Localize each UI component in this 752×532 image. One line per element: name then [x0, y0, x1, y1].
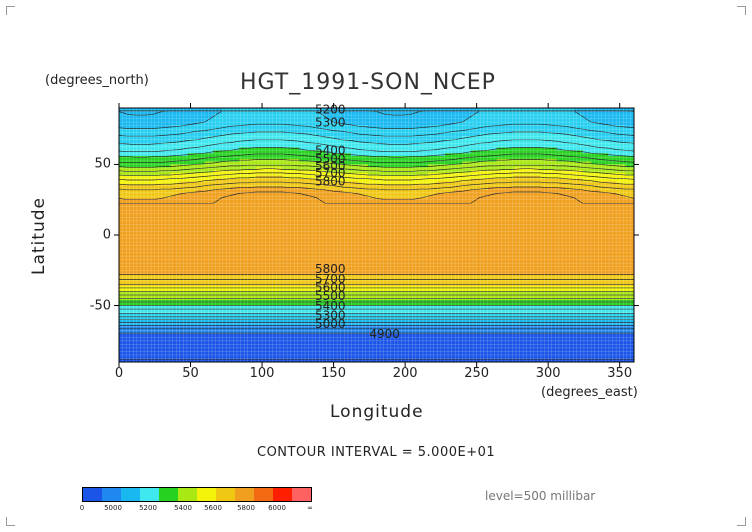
colorbar-swatch: [83, 488, 102, 501]
contour-label: 5300: [315, 309, 346, 323]
contour-interval-text: CONTOUR INTERVAL = 5.000E+01: [257, 445, 496, 460]
contour-label: 5000: [315, 317, 346, 331]
y-axis-unit: (degrees_north): [45, 73, 149, 88]
colorbar-swatch: [140, 488, 159, 501]
contour-line: [119, 164, 634, 172]
x-tick-label: 300: [535, 366, 561, 381]
x-tick-label: 250: [464, 366, 490, 381]
contour-line: [119, 181, 634, 191]
contour-line: [119, 168, 634, 177]
contour-line: [119, 176, 634, 186]
colorbar-label: 5000: [104, 504, 122, 512]
colorbar-swatch: [102, 488, 121, 501]
x-tick-label: 350: [607, 366, 633, 381]
contour-line: [119, 147, 634, 158]
colorbar-swatch: [292, 488, 311, 501]
colorbar-label: ∞: [307, 504, 313, 512]
contour-label: 5700: [315, 166, 346, 180]
colorbar-swatch: [254, 488, 273, 501]
colorbar-label: 5600: [204, 504, 222, 512]
corner-mark: [6, 6, 15, 15]
x-tick-label: 200: [392, 366, 418, 381]
contour-label: 5500: [315, 289, 346, 303]
field-cells: [119, 108, 634, 362]
colorbar-swatch: [216, 488, 235, 501]
contour-label: 5400: [315, 299, 346, 313]
colorbar-label: 5200: [139, 504, 157, 512]
contour-line: [119, 131, 634, 146]
contour-label: 4900: [369, 327, 400, 341]
contour-line: [119, 159, 634, 168]
contour-line: [119, 191, 634, 204]
colorbar-label: 0: [79, 504, 85, 512]
colorbar: [82, 487, 312, 502]
x-tick-label: 0: [114, 366, 124, 381]
x-tick-label: 150: [321, 366, 346, 381]
contour-label: 5600: [315, 159, 346, 173]
contour-label: 5700: [315, 272, 346, 286]
contour-lines: [119, 110, 634, 360]
contour-line: [119, 123, 634, 137]
colorbar-swatch: [235, 488, 254, 501]
x-tick-label: 50: [182, 366, 199, 381]
colorbar-swatch: [159, 488, 178, 501]
contour-line: [119, 186, 634, 201]
contour-label: 5200: [315, 103, 346, 117]
colorbar-label: 6000: [268, 504, 286, 512]
level-text: level=500 millibar: [485, 489, 596, 503]
chart-title: HGT_1991-SON_NCEP: [240, 70, 496, 95]
x-tick-label: 100: [249, 366, 275, 381]
colorbar-swatch: [178, 488, 197, 501]
colorbar-label: 5400: [174, 504, 192, 512]
y-tick-label: 50: [94, 156, 111, 172]
y-tick-label: -50: [89, 298, 111, 314]
corner-mark: [737, 517, 746, 526]
contour-line: [119, 172, 634, 181]
y-tick-label: 0: [102, 227, 111, 243]
grid-lines: [119, 108, 634, 362]
contour-label: 5800: [315, 175, 346, 189]
contour-line: [119, 139, 634, 153]
contour-line: [119, 153, 634, 163]
x-axis-label: Longitude: [330, 402, 424, 422]
contour-label: 5500: [315, 152, 346, 166]
colorbar-swatch: [273, 488, 292, 501]
colorbar-swatch: [197, 488, 216, 501]
colorbar-swatch: [121, 488, 140, 501]
colorbar-label: 5800: [237, 504, 255, 512]
contour-line: [119, 110, 634, 129]
x-axis-unit: (degrees_east): [541, 385, 638, 400]
contour-label: 5800: [315, 262, 346, 276]
contour-label: 5400: [315, 144, 346, 158]
contour-label: 5300: [315, 115, 346, 129]
contour-label: 5600: [315, 280, 346, 294]
corner-mark: [737, 6, 746, 15]
corner-mark: [6, 517, 15, 526]
